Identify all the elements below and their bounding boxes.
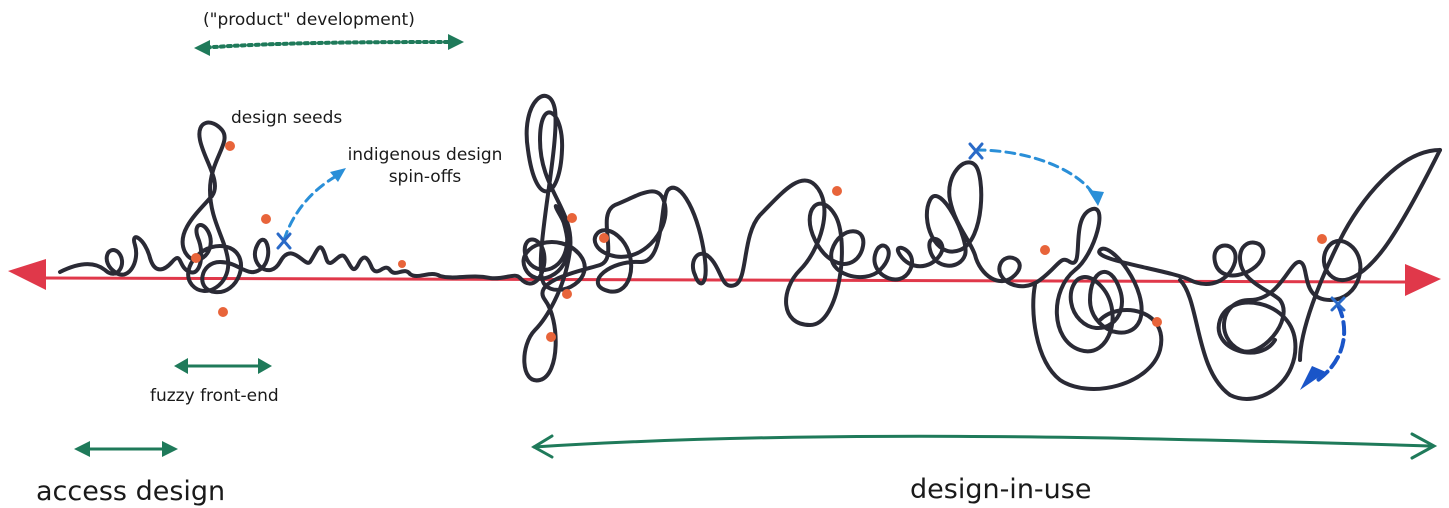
seed-dot: [599, 233, 609, 243]
outer-right-loop-path: [1298, 148, 1442, 362]
design-in-use-span: [532, 434, 1432, 449]
spin-off-origin-mark: [1330, 296, 1346, 312]
product-development-label: ("product" development): [203, 10, 415, 30]
spin-off-origin-mark: [276, 232, 292, 250]
seed-dot: [567, 213, 577, 223]
seed-dot: [546, 332, 556, 342]
access-design-label: access design: [36, 476, 226, 507]
span-arrowhead: [1410, 432, 1438, 460]
design-in-use-scribble-path: [518, 94, 1442, 383]
seed-dot: [218, 307, 228, 317]
spin-off-arrowhead: [1088, 190, 1104, 206]
seed-dot: [1040, 245, 1050, 255]
fuzzy-front-end-label: fuzzy front-end: [150, 386, 279, 406]
indigenous-spinoffs-label: indigenous design spin-offs: [340, 144, 510, 188]
span-arrowhead: [174, 358, 188, 374]
mid-loop-path: [1031, 283, 1164, 391]
indigenous-label-line2: spin-offs: [388, 167, 462, 187]
spin-off-arrow-late: [1316, 303, 1347, 382]
span-arrowhead: [448, 34, 464, 50]
span-arrowhead: [194, 40, 210, 56]
design-seeds-label: design seeds: [231, 108, 343, 128]
seed-dot: [832, 186, 842, 196]
seed-dot: [1317, 234, 1327, 244]
lower-right-loop-path: [1178, 278, 1298, 401]
spin-off-origin-mark: [968, 142, 984, 160]
span-arrowhead: [74, 441, 90, 457]
seed-dot: [225, 141, 235, 151]
spin-off-arrow-early: [282, 172, 342, 242]
seed-dot: [398, 260, 406, 268]
seed-dot: [261, 214, 271, 224]
spin-off-arrow-middle: [974, 148, 1098, 200]
span-arrowhead: [162, 441, 178, 457]
span-arrowhead: [531, 434, 554, 459]
design-in-use-label: design-in-use: [910, 474, 1092, 505]
spin-off-arrowhead: [330, 168, 346, 182]
seed-dot: [1152, 317, 1162, 327]
indigenous-label-line1: indigenous design: [347, 145, 503, 165]
seed-dot: [562, 289, 572, 299]
seed-dot: [191, 253, 201, 263]
early-scribble-path: [58, 120, 522, 295]
timeline-left-arrowhead: [8, 259, 46, 290]
product-development-span: [198, 40, 460, 50]
span-arrowhead: [258, 358, 272, 374]
spin-off-arrowhead: [1300, 366, 1326, 390]
timeline-right-arrowhead: [1405, 264, 1441, 296]
